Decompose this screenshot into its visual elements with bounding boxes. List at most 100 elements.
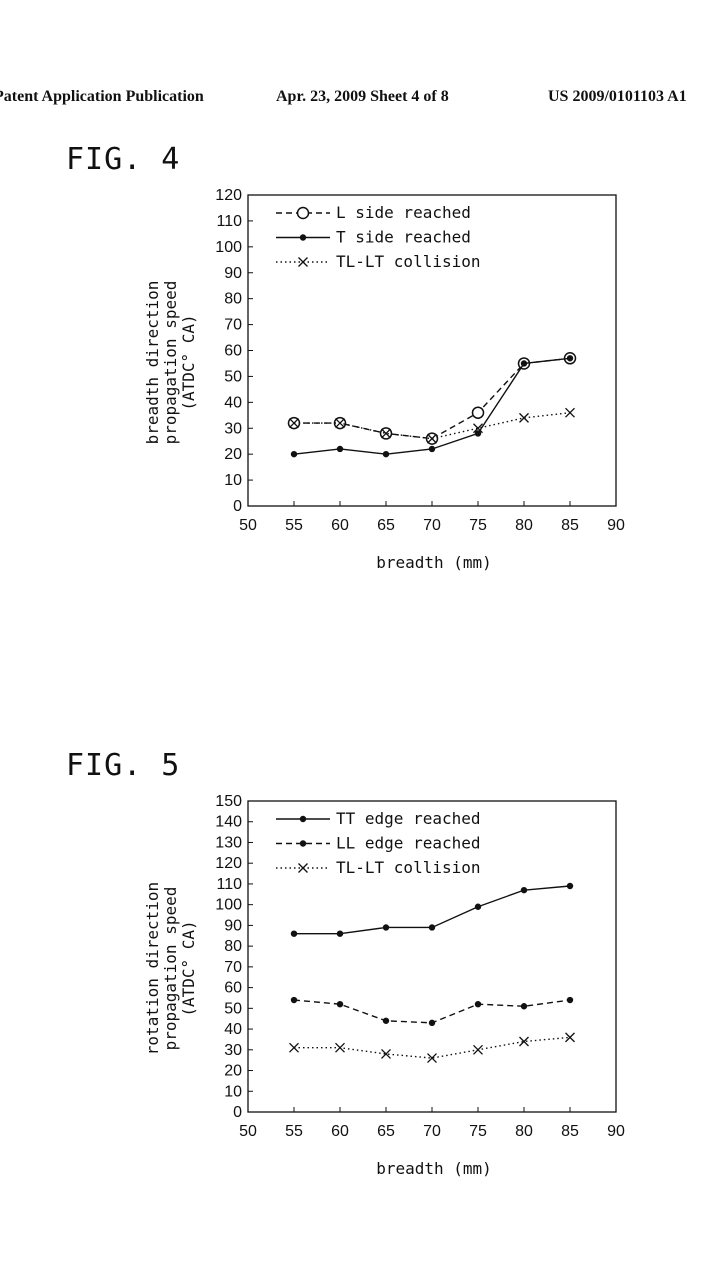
data-point [428, 924, 436, 931]
data-point [471, 406, 485, 419]
y-tick-label: 40 [224, 1021, 242, 1038]
y-tick-label: 100 [215, 897, 242, 914]
legend-marker [299, 815, 307, 823]
figure-4-chart: 0 10 20 30 40 50 60 70 80 90 100 110 120 50 55 60 65 70 75… [143, 187, 625, 572]
legend-entry-1: L side reached [276, 203, 471, 222]
data-point [566, 996, 574, 1004]
x-tick-label: 90 [607, 517, 625, 534]
data-point [520, 886, 528, 894]
legend-label: TL-LT collision [336, 858, 481, 877]
y-tick-label: 70 [224, 959, 242, 976]
legend-entry-3: TL-LT collision [276, 858, 481, 877]
x-tick-label: 65 [377, 517, 395, 534]
series-2 [290, 996, 574, 1027]
y-tick-label: 80 [224, 938, 242, 955]
y-tick-label: 40 [224, 394, 242, 411]
y-axis-label-line: rotation direction [143, 882, 162, 1055]
legend-entry-3: TL-LT collision [276, 252, 481, 271]
series-3 [289, 407, 575, 444]
x-axis-label: breadth (mm) [376, 553, 492, 572]
data-point [473, 423, 483, 434]
y-tick-label: 120 [215, 855, 242, 872]
figure-5-chart: 0 10 20 30 40 50 60 70 80 90 100 110 120 130 140 150 50 5… [143, 793, 625, 1178]
x-tick-label: 85 [561, 1123, 579, 1140]
y-tick-label: 140 [215, 814, 242, 831]
x-tick-label: 50 [239, 517, 257, 534]
data-point [428, 1019, 436, 1027]
y-axis-label-line: (ATDC° CA) [179, 314, 198, 410]
y-tick-label: 50 [224, 368, 242, 385]
data-point [289, 1042, 299, 1053]
data-point [335, 418, 345, 429]
y-tick-label: 10 [224, 472, 242, 489]
x-tick-label: 75 [469, 1123, 487, 1140]
data-point [474, 430, 482, 437]
data-point [520, 360, 528, 367]
figure-5-label: FIG. 5 [66, 748, 181, 783]
x-tick-label: 80 [515, 1123, 533, 1140]
x-tick-label: 75 [469, 517, 487, 534]
x-tick-label: 50 [239, 1123, 257, 1140]
y-axis-label-line: (ATDC° CA) [179, 920, 198, 1016]
legend-label: L side reached [336, 203, 471, 222]
legend-entry-2: T side reached [276, 228, 471, 247]
y-axis-label-line: propagation speed [161, 281, 180, 445]
data-point [382, 450, 390, 458]
data-point [474, 903, 482, 910]
data-point [520, 1003, 528, 1010]
y-tick-label: 30 [224, 420, 242, 437]
data-point [473, 1044, 483, 1055]
y-tick-label: 110 [216, 876, 242, 893]
data-point [427, 1053, 437, 1064]
legend-marker [299, 840, 307, 847]
series-line [293, 999, 571, 1024]
data-point [428, 445, 436, 453]
y-tick-label: 60 [224, 343, 242, 360]
data-point [336, 1000, 344, 1008]
series-3 [289, 1032, 575, 1064]
legend-label: TL-LT collision [336, 252, 481, 271]
y-tick-label: 130 [215, 834, 242, 851]
y-tick-label: 20 [224, 446, 242, 463]
series-2 [290, 355, 574, 458]
legend-marker [298, 257, 308, 267]
data-point [381, 428, 391, 439]
data-point [519, 1036, 529, 1047]
legend-label: T side reached [336, 228, 471, 247]
data-point [474, 1000, 482, 1008]
data-point [289, 418, 299, 429]
y-tick-label: 80 [224, 291, 242, 308]
header-date-sheet: Apr. 23, 2009 Sheet 4 of 8 [276, 88, 449, 105]
y-tick-label: 90 [224, 917, 242, 934]
y-tick-label: 0 [233, 1104, 242, 1121]
legend-marker [299, 234, 307, 241]
y-tick-label: 10 [224, 1083, 242, 1100]
y-tick-label: 20 [224, 1063, 242, 1080]
x-tick-label: 65 [377, 1123, 395, 1140]
series-line [294, 1036, 571, 1059]
data-point [565, 1032, 575, 1043]
data-point [427, 433, 437, 444]
legend-label: TT edge reached [336, 809, 481, 828]
legend-label: LL edge reached [336, 834, 481, 853]
y-tick-label: 100 [215, 239, 242, 256]
series-1 [290, 882, 574, 937]
data-point [336, 930, 344, 937]
x-tick-label: 80 [515, 517, 533, 534]
y-tick-label: 150 [215, 793, 242, 810]
x-tick-label: 85 [561, 517, 579, 534]
data-point [381, 1048, 391, 1059]
x-tick-label: 90 [607, 1123, 625, 1140]
x-tick-label: 55 [285, 517, 303, 534]
series-1 [287, 352, 577, 445]
data-point [565, 407, 575, 418]
data-point [290, 450, 298, 458]
data-point [336, 445, 344, 453]
y-tick-label: 30 [224, 1042, 242, 1059]
y-tick-label: 120 [215, 187, 242, 204]
y-tick-label: 50 [224, 1000, 242, 1017]
y-axis-label-line: propagation speed [161, 887, 180, 1051]
legend-marker [296, 206, 310, 220]
y-tick-label: 90 [224, 265, 242, 282]
y-tick-label: 110 [216, 213, 242, 230]
